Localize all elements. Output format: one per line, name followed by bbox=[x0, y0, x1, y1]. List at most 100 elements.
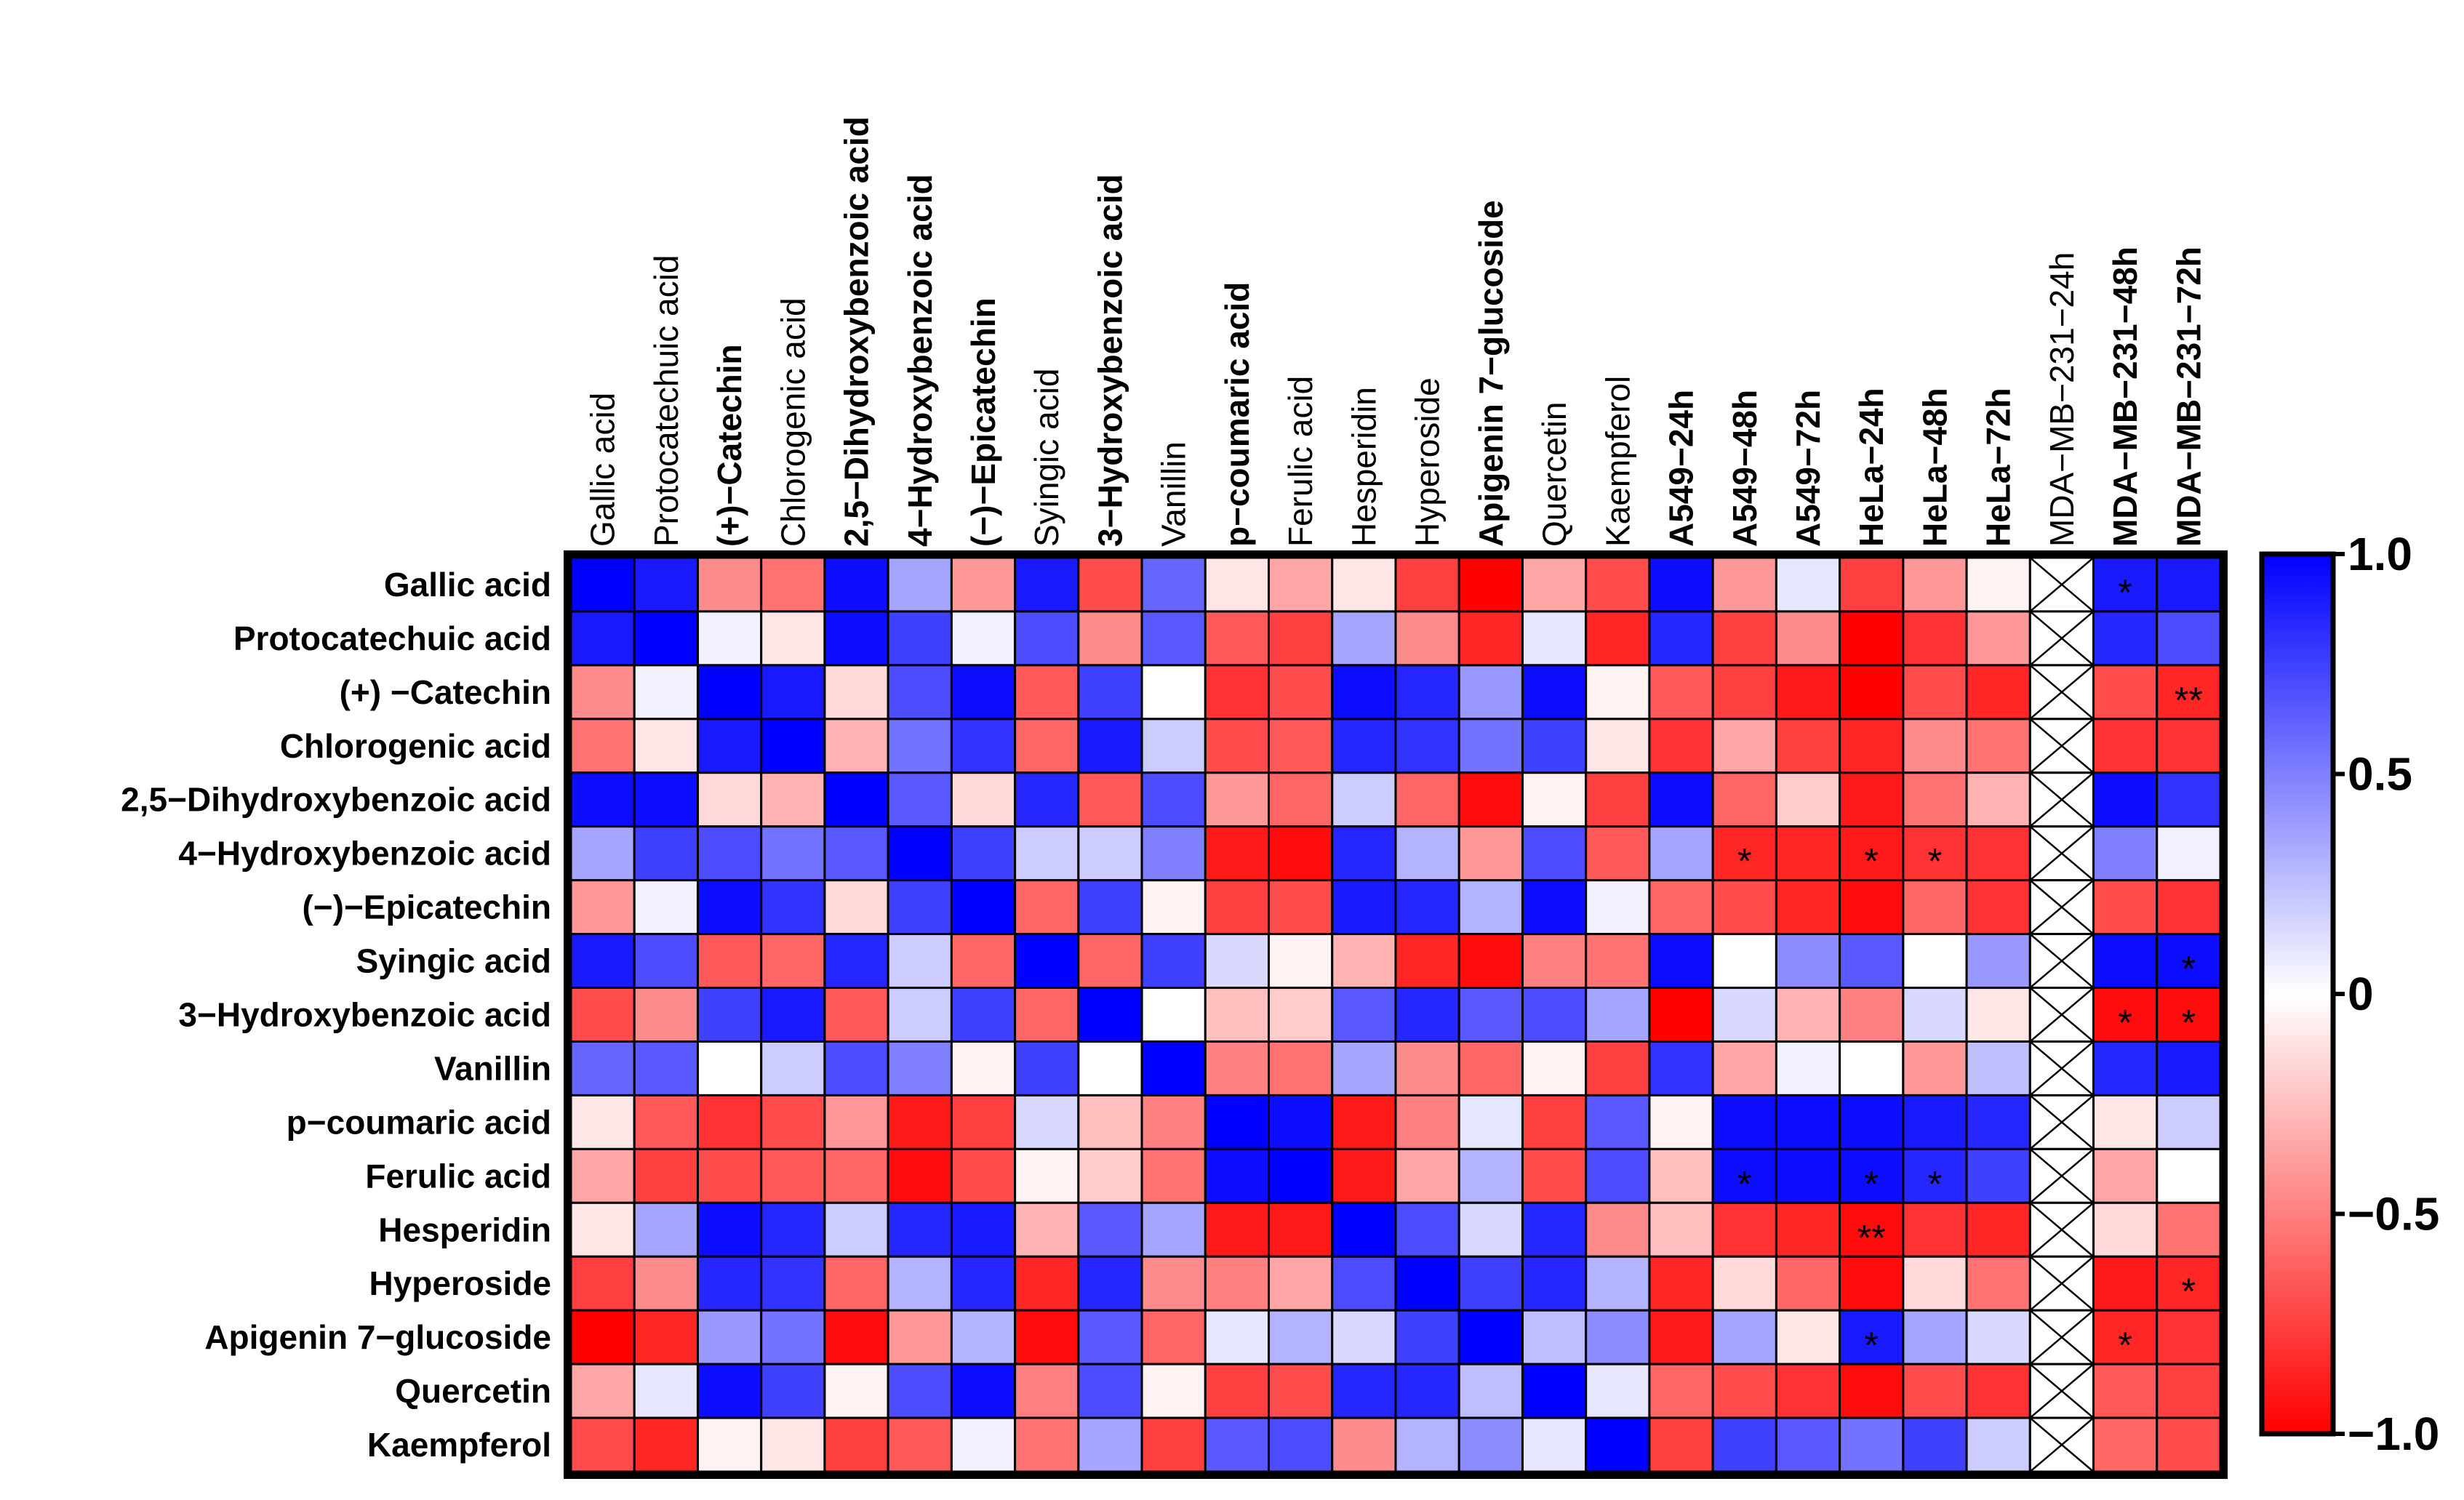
significance-marks: **** * *** ** * ***** * bbox=[1737, 572, 2203, 1365]
heatmap-cell bbox=[1521, 610, 1588, 667]
heatmap-cell bbox=[1204, 1201, 1271, 1258]
column-label: HeLa−48h bbox=[1916, 388, 1953, 547]
heatmap-cell bbox=[950, 1201, 1017, 1258]
heatmap-cell bbox=[1140, 664, 1207, 721]
heatmap-cell bbox=[1711, 1040, 1777, 1096]
heatmap-cell bbox=[1331, 664, 1397, 721]
heatmap-cell bbox=[1648, 1040, 1714, 1096]
heatmap-cell bbox=[887, 556, 953, 613]
heatmap-cell bbox=[1014, 664, 1080, 721]
heatmap-cell bbox=[1775, 718, 1841, 774]
significance-mark: * bbox=[2182, 949, 2196, 990]
heatmap-cell bbox=[1648, 1147, 1714, 1204]
heatmap-cell bbox=[1585, 1416, 1651, 1473]
heatmap-cell bbox=[1014, 1040, 1080, 1096]
heatmap-cell bbox=[1521, 1363, 1588, 1419]
heatmap-cell bbox=[1585, 879, 1651, 936]
heatmap-cell bbox=[1711, 1416, 1777, 1473]
heatmap-cell bbox=[1585, 987, 1651, 1043]
heatmap-cell bbox=[887, 771, 953, 828]
heatmap-cell bbox=[696, 933, 763, 990]
heatmap-cell bbox=[569, 933, 636, 990]
heatmap-cell bbox=[1965, 1309, 2031, 1365]
heatmap-cell bbox=[1394, 1255, 1460, 1312]
missing-cell bbox=[2028, 1147, 2095, 1204]
heatmap-cell bbox=[1648, 1201, 1714, 1258]
heatmap-cell bbox=[1268, 1416, 1334, 1473]
heatmap-cell bbox=[633, 933, 699, 990]
row-label: 2,5−Dihydroxybenzoic acid bbox=[121, 781, 551, 819]
heatmap-cell bbox=[1204, 1416, 1271, 1473]
column-label: Chlorogenic acid bbox=[774, 297, 812, 547]
heatmap-cell bbox=[1585, 610, 1651, 667]
heatmap-cell bbox=[1268, 1094, 1334, 1150]
significance-mark: * bbox=[1737, 1163, 1751, 1204]
heatmap-cell bbox=[1839, 556, 1905, 613]
colorbar-tick-label: 0.5 bbox=[2348, 748, 2412, 801]
heatmap-cell bbox=[1648, 1309, 1714, 1365]
heatmap-cell bbox=[1331, 987, 1397, 1043]
heatmap-cell bbox=[1775, 664, 1841, 721]
significance-mark: * bbox=[1928, 841, 1942, 882]
heatmap-cell bbox=[823, 1309, 889, 1365]
heatmap-cell bbox=[887, 825, 953, 882]
heatmap-cell bbox=[887, 987, 953, 1043]
heatmap-cell bbox=[1204, 771, 1271, 828]
heatmap-cell bbox=[1521, 556, 1588, 613]
heatmap-cell bbox=[633, 987, 699, 1043]
heatmap-cell bbox=[1331, 879, 1397, 936]
significance-mark: * bbox=[1864, 1325, 1878, 1365]
heatmap-cell bbox=[1902, 1255, 1968, 1312]
column-label: 2,5−Dihydroxybenzoic acid bbox=[838, 116, 876, 547]
heatmap-cell bbox=[1014, 987, 1080, 1043]
heatmap-cell bbox=[1140, 879, 1207, 936]
heatmap-cell bbox=[696, 1363, 763, 1419]
heatmap-cell bbox=[1140, 933, 1207, 990]
heatmap-cell bbox=[1014, 771, 1080, 828]
heatmap-cell bbox=[1585, 1255, 1651, 1312]
heatmap-cell bbox=[1521, 879, 1588, 936]
heatmap-cell bbox=[1331, 1094, 1397, 1150]
column-label: Quercetin bbox=[1535, 402, 1573, 547]
heatmap-cell bbox=[1521, 1094, 1588, 1150]
heatmap-cell bbox=[1775, 1040, 1841, 1096]
heatmap-cell bbox=[950, 556, 1017, 613]
significance-mark: * bbox=[1864, 1163, 1878, 1204]
row-label: Vanillin bbox=[434, 1049, 551, 1087]
heatmap-cell bbox=[1077, 1309, 1143, 1365]
heatmap-cell bbox=[1902, 987, 1968, 1043]
heatmap-cell bbox=[1140, 556, 1207, 613]
heatmap-cell bbox=[1711, 1309, 1777, 1365]
heatmap-cell bbox=[569, 610, 636, 667]
heatmap-cell bbox=[1648, 825, 1714, 882]
row-label: Ferulic acid bbox=[365, 1157, 551, 1195]
heatmap-cell bbox=[1331, 610, 1397, 667]
significance-mark: * bbox=[1737, 841, 1751, 882]
heatmap-cell bbox=[1457, 1309, 1524, 1365]
heatmap-cell bbox=[1521, 664, 1588, 721]
heatmap-cell bbox=[633, 1201, 699, 1258]
heatmap-cell bbox=[1775, 610, 1841, 667]
heatmap-cell bbox=[887, 1201, 953, 1258]
heatmap-cell bbox=[1839, 664, 1905, 721]
heatmap-cell bbox=[696, 610, 763, 667]
heatmap-cell bbox=[569, 879, 636, 936]
heatmap-cell bbox=[1014, 1201, 1080, 1258]
heatmap-cell bbox=[760, 610, 826, 667]
heatmap-cell bbox=[823, 987, 889, 1043]
heatmap-cell bbox=[633, 610, 699, 667]
heatmap-cell bbox=[887, 664, 953, 721]
heatmap-cell bbox=[1711, 1363, 1777, 1419]
heatmap-cell bbox=[1965, 556, 2031, 613]
heatmap-cell bbox=[696, 987, 763, 1043]
heatmap-cell bbox=[1585, 664, 1651, 721]
heatmap-cell bbox=[633, 825, 699, 882]
heatmap-cell bbox=[1775, 933, 1841, 990]
heatmap-cell bbox=[1204, 1147, 1271, 1204]
heatmap-cell bbox=[1648, 718, 1714, 774]
heatmap-cell bbox=[1077, 556, 1143, 613]
heatmap-cell bbox=[760, 987, 826, 1043]
heatmap-cell bbox=[1140, 987, 1207, 1043]
heatmap-cell bbox=[1457, 556, 1524, 613]
heatmap-cell bbox=[823, 1040, 889, 1096]
